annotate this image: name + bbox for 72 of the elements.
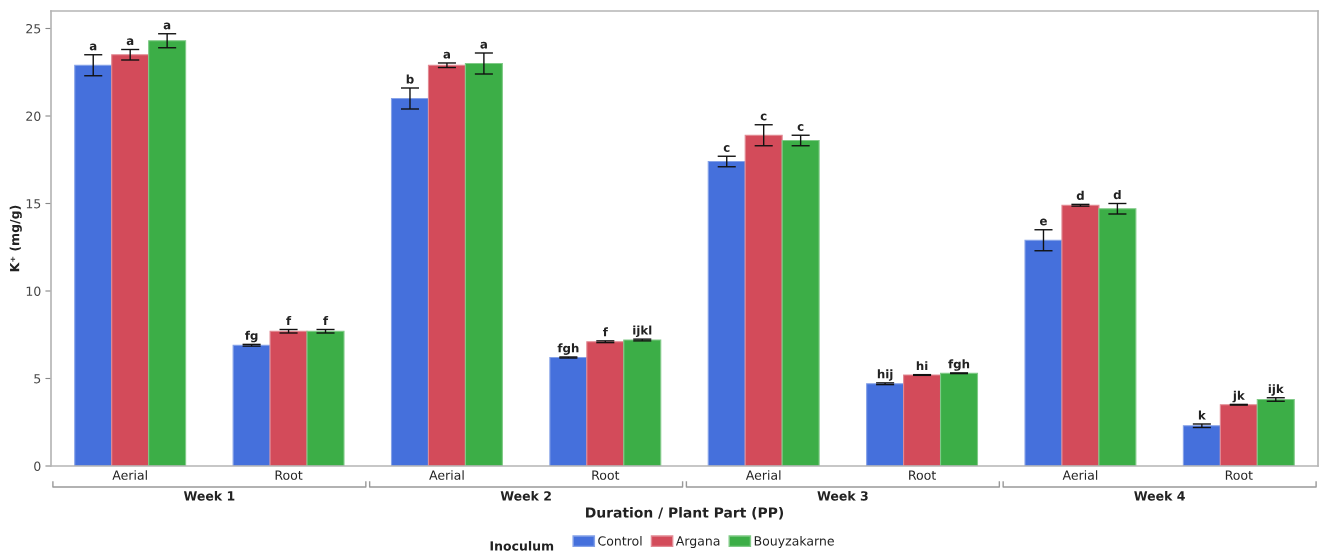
- data-label: a: [443, 51, 450, 59]
- legend-title: Inoculum: [490, 540, 554, 551]
- x-axis-title: Duration / Plant Part (PP): [586, 507, 784, 520]
- x-tick-label: Aerial: [112, 470, 147, 480]
- bar: [866, 383, 905, 466]
- y-tick-label: 15: [26, 199, 41, 209]
- data-label: a: [163, 22, 171, 30]
- bar: [781, 139, 820, 466]
- data-label: d: [1113, 189, 1121, 200]
- bar: [1024, 239, 1063, 466]
- bar: [939, 372, 979, 466]
- bar: [1098, 208, 1137, 466]
- data-label: f: [286, 315, 292, 325]
- bar: [111, 54, 150, 466]
- y-axis-title: K⁺ (mg/g): [9, 205, 22, 272]
- data-label: ijkl: [633, 325, 652, 338]
- x-tick-label: Root: [909, 470, 936, 480]
- text: Week 2: [500, 490, 551, 501]
- x-tick-label: Root: [275, 470, 303, 480]
- data-label: hij: [877, 369, 893, 381]
- data-label: b: [406, 74, 414, 84]
- data-label: c: [760, 113, 767, 121]
- data-label: d: [1076, 190, 1084, 200]
- y-tick-label: 10: [26, 286, 41, 296]
- data-label: a: [89, 43, 97, 51]
- legend-label: Argana: [675, 536, 720, 549]
- bar: [707, 160, 746, 466]
- bar: [1219, 404, 1258, 466]
- data-label: c: [723, 145, 730, 152]
- x-tick-label: Aerial: [1062, 470, 1098, 480]
- bar: [74, 64, 113, 466]
- text: Week 3: [817, 490, 868, 501]
- data-label: c: [797, 124, 804, 131]
- x-tick-label: Root: [592, 470, 620, 480]
- bar: [306, 330, 345, 466]
- y-tick-label: 20: [26, 111, 41, 121]
- legend-label: Bouyzakarne: [754, 535, 834, 549]
- data-label: jk: [1232, 390, 1245, 403]
- bar: [903, 374, 942, 466]
- bar: [464, 62, 503, 466]
- bar: [1256, 398, 1295, 466]
- bar: [232, 344, 271, 466]
- y-tick-label: 0: [34, 461, 41, 471]
- text: Week 1: [183, 490, 235, 501]
- data-label: fg: [245, 330, 258, 343]
- y-tick-label: 5: [34, 374, 41, 384]
- data-label: a: [480, 41, 487, 49]
- bar: [427, 64, 466, 466]
- data-label: fgh: [557, 343, 579, 355]
- data-label: a: [126, 38, 134, 46]
- bar: [390, 97, 430, 466]
- bar: [586, 341, 625, 466]
- data-label: k: [1198, 410, 1207, 420]
- bar: [549, 356, 588, 466]
- y-tick-label: 25: [26, 23, 41, 34]
- bar: [1182, 425, 1221, 466]
- data-label: hi: [916, 361, 928, 371]
- bar: [744, 134, 783, 466]
- bar: [269, 330, 308, 466]
- data-label: e: [1039, 218, 1047, 226]
- bar: [1061, 204, 1100, 466]
- text: Week 4: [1134, 490, 1185, 501]
- data-label: ijk: [1268, 384, 1284, 396]
- x-tick-label: Aerial: [429, 470, 464, 480]
- x-tick-label: Root: [1225, 470, 1253, 480]
- data-label: f: [323, 315, 329, 325]
- legend-label: Control: [598, 535, 642, 546]
- data-label: f: [602, 327, 608, 337]
- bar: [148, 40, 187, 466]
- x-tick-label: Aerial: [745, 470, 781, 480]
- bar: [623, 339, 662, 466]
- data-label: fgh: [948, 359, 970, 371]
